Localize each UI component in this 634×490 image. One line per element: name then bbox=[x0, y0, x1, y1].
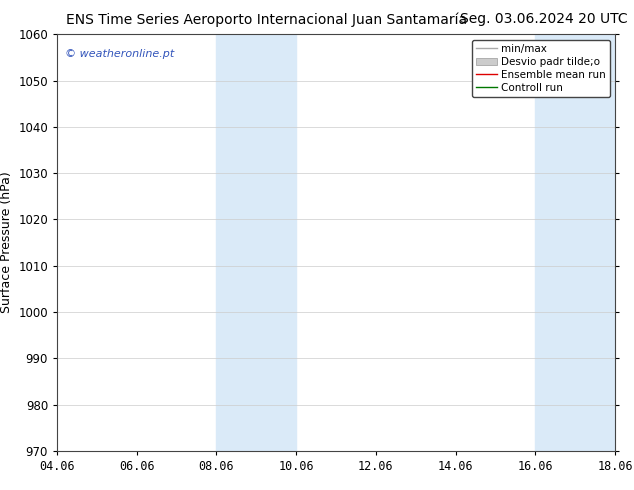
Bar bbox=[535, 34, 615, 451]
Y-axis label: Surface Pressure (hPa): Surface Pressure (hPa) bbox=[0, 172, 13, 314]
Text: Seg. 03.06.2024 20 UTC: Seg. 03.06.2024 20 UTC bbox=[460, 12, 628, 26]
Bar bbox=[216, 34, 296, 451]
Text: © weatheronline.pt: © weatheronline.pt bbox=[65, 49, 175, 59]
Legend: min/max, Desvio padr tilde;o, Ensemble mean run, Controll run: min/max, Desvio padr tilde;o, Ensemble m… bbox=[472, 40, 610, 97]
Text: ENS Time Series Aeroporto Internacional Juan Santamaría: ENS Time Series Aeroporto Internacional … bbox=[66, 12, 467, 27]
